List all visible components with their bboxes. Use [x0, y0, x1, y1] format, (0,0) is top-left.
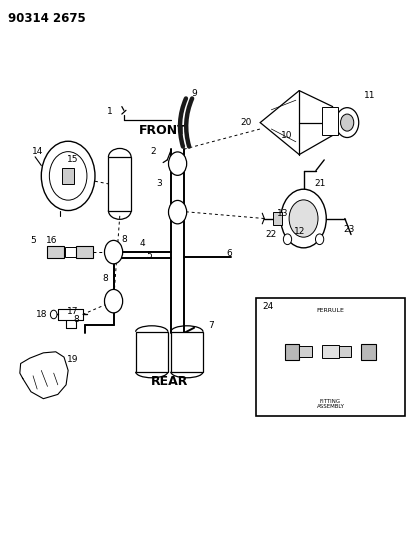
Bar — [171, 332, 203, 372]
Text: REAR: REAR — [151, 375, 188, 387]
Text: 18: 18 — [36, 310, 47, 319]
Text: 90314 2675: 90314 2675 — [8, 12, 86, 25]
Bar — [322, 345, 339, 358]
Circle shape — [341, 114, 354, 131]
Text: 24: 24 — [262, 302, 273, 311]
Text: 13: 13 — [277, 209, 289, 217]
Text: 1: 1 — [107, 108, 112, 116]
Circle shape — [41, 141, 95, 211]
Bar — [321, 107, 338, 135]
Text: 8: 8 — [74, 316, 79, 324]
Text: 16: 16 — [46, 237, 57, 245]
Text: FRONT: FRONT — [139, 124, 187, 137]
Circle shape — [283, 234, 292, 245]
Circle shape — [316, 234, 324, 245]
Text: 17: 17 — [66, 308, 78, 316]
Circle shape — [50, 151, 87, 200]
Text: 8: 8 — [102, 274, 108, 282]
Text: 19: 19 — [66, 356, 78, 364]
Text: 5: 5 — [146, 251, 152, 260]
Text: 22: 22 — [265, 230, 276, 239]
Circle shape — [281, 189, 326, 248]
Bar — [299, 346, 312, 357]
Text: 10: 10 — [281, 132, 293, 140]
Circle shape — [289, 200, 318, 237]
Text: 14: 14 — [31, 148, 43, 156]
Text: 3: 3 — [156, 180, 162, 188]
Bar — [65, 247, 76, 257]
Text: 8: 8 — [121, 236, 127, 244]
Circle shape — [336, 108, 359, 138]
Text: 15: 15 — [66, 156, 78, 164]
Bar — [256, 298, 405, 416]
Text: 20: 20 — [240, 118, 252, 127]
Circle shape — [104, 240, 123, 264]
Circle shape — [169, 200, 187, 224]
Text: 7: 7 — [208, 321, 214, 329]
Text: 11: 11 — [364, 92, 375, 100]
Text: 21: 21 — [314, 180, 326, 188]
Bar — [76, 246, 93, 258]
Text: 5: 5 — [30, 237, 36, 245]
Text: 23: 23 — [343, 225, 355, 233]
Bar — [361, 344, 376, 360]
Text: 4: 4 — [140, 239, 145, 247]
Circle shape — [104, 289, 123, 313]
Text: 12: 12 — [294, 228, 305, 236]
Bar — [135, 332, 168, 372]
Bar — [285, 344, 299, 360]
Text: 2: 2 — [150, 148, 156, 156]
Text: FITTING
ASSEMBLY: FITTING ASSEMBLY — [316, 399, 344, 409]
Circle shape — [50, 310, 57, 319]
Bar — [62, 168, 74, 184]
Circle shape — [169, 152, 187, 175]
Bar — [273, 212, 282, 225]
Bar — [108, 157, 131, 211]
Text: 9: 9 — [191, 89, 197, 98]
Bar — [47, 246, 64, 258]
Text: FERRULE: FERRULE — [316, 308, 344, 313]
Text: 6: 6 — [226, 249, 232, 258]
Bar — [339, 346, 351, 357]
